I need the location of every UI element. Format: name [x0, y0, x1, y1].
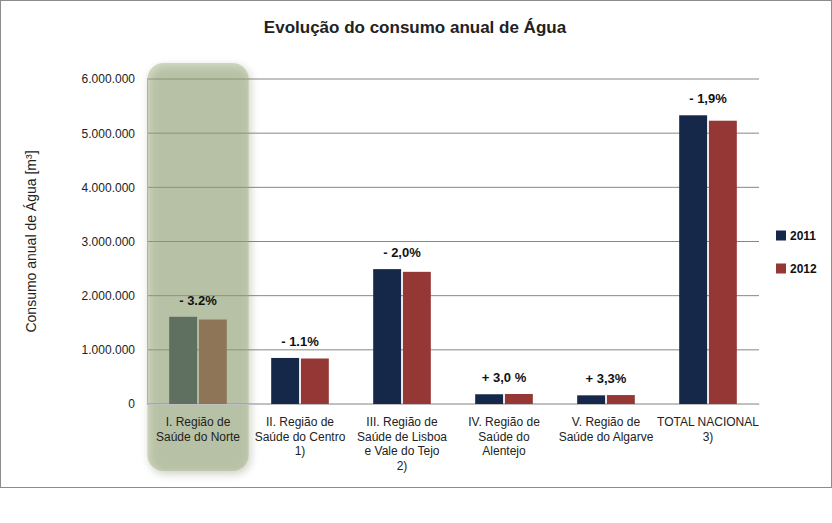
x-tick-label: III. Região deSaúde de Lisboae Vale do T…	[357, 415, 447, 472]
annotation: + 3,3%	[586, 371, 627, 386]
y-tick: 6.000.000	[82, 72, 147, 86]
bar	[475, 394, 503, 404]
y-tick-label: 4.000.000	[82, 181, 136, 195]
y-tick-label: 6.000.000	[82, 72, 136, 86]
annotation: - 2,0%	[383, 245, 421, 260]
bar	[373, 269, 401, 404]
bar	[607, 395, 635, 404]
bar	[709, 121, 737, 404]
bars	[169, 115, 737, 404]
y-tick: 0	[128, 397, 147, 411]
y-axis-title: Consumo anual de Água [m³]	[23, 150, 39, 332]
title: Evolução do consumo anual de Água	[264, 18, 567, 37]
x-tick-label: II. Região deSaúde do Centro1)	[255, 415, 346, 458]
x-tick: III. Região deSaúde de Lisboae Vale do T…	[357, 415, 447, 472]
legend-label: 2012	[790, 262, 817, 276]
x-tick-label: TOTAL NACIONAL3)	[657, 415, 759, 443]
bar	[679, 115, 707, 404]
legend-swatch	[776, 231, 786, 241]
annotations: - 3.2% - 1.1% - 2,0% + 3,0 % + 3,3% - 1,9%	[179, 91, 727, 386]
annotation: - 1.1%	[281, 334, 319, 349]
y-tick: 4.000.000	[82, 181, 147, 195]
y-tick-label: 0	[128, 397, 135, 411]
x-tick-label: IV. Região deSaúde doAlentejo	[468, 415, 540, 458]
x-tick-label: I. Região deSaúde do Norte	[156, 415, 240, 443]
bar	[577, 395, 605, 404]
y-axis: 0 1.000.000 2.000.000 3.000.000 4.000.000 5.0…	[82, 72, 148, 411]
x-tick-label: V. Região deSaúde do Algarve	[559, 415, 654, 443]
annotation: + 3,0 %	[482, 370, 527, 385]
y-tick-label: 5.000.000	[82, 127, 136, 141]
chart-frame	[1, 1, 832, 488]
x-tick: II. Região deSaúde do Centro1)	[255, 415, 346, 458]
bar	[301, 359, 329, 405]
x-tick: I. Região deSaúde do Norte	[156, 415, 240, 443]
chart: Evolução do consumo anual de Água 0 1.000.…	[0, 0, 832, 523]
x-tick: V. Região deSaúde do Algarve	[559, 415, 654, 443]
bar	[271, 358, 299, 404]
x-axis: I. Região deSaúde do Norte II. Região deS…	[148, 405, 760, 473]
annotation: - 1,9%	[689, 91, 727, 106]
legend: 2011 2012	[776, 229, 817, 276]
bar	[403, 272, 431, 404]
legend-swatch	[776, 264, 786, 274]
y-tick: 5.000.000	[82, 127, 147, 141]
y-tick-label: 1.000.000	[82, 343, 136, 357]
y-tick: 1.000.000	[82, 343, 147, 357]
annotation: - 3.2%	[179, 293, 217, 308]
bar	[505, 394, 533, 404]
legend-label: 2011	[790, 229, 816, 243]
x-tick: TOTAL NACIONAL3)	[657, 415, 759, 443]
x-axis-line	[148, 404, 760, 405]
x-tick: IV. Região deSaúde doAlentejo	[468, 415, 540, 458]
highlight	[147, 63, 248, 471]
y-tick: 2.000.000	[82, 289, 147, 303]
y-tick-label: 2.000.000	[82, 289, 136, 303]
y-tick: 3.000.000	[82, 235, 147, 249]
y-tick-label: 3.000.000	[82, 235, 136, 249]
